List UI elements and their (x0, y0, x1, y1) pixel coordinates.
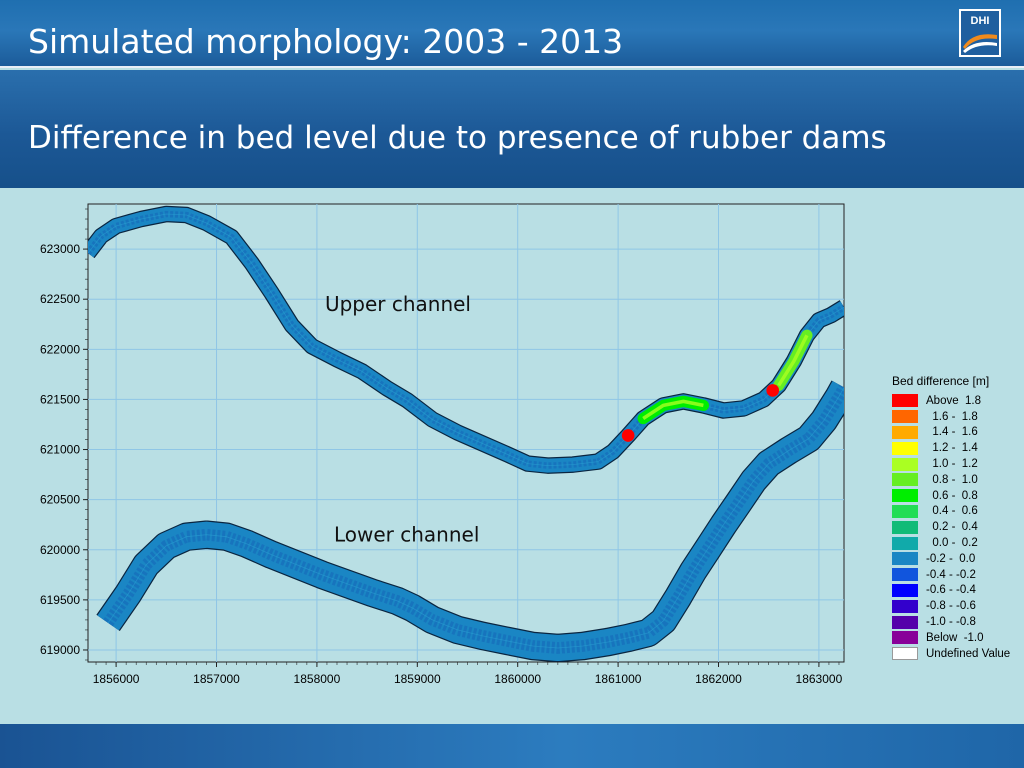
legend-swatch (892, 583, 918, 597)
legend-swatch (892, 473, 918, 487)
legend-label: -0.2 - 0.0 (926, 552, 976, 565)
legend-title: Bed difference [m] (892, 374, 990, 388)
x-tick-label: 1861000 (595, 672, 642, 686)
legend-swatch (892, 647, 918, 661)
y-tick-label: 619000 (40, 643, 80, 657)
legend-entry: 0.0 - 0.2 (888, 535, 1022, 551)
legend-label: 0.0 - 0.2 (926, 537, 978, 550)
legend-swatch (892, 457, 918, 471)
legend-label: Below -1.0 (926, 631, 984, 644)
legend-label: 0.8 - 1.0 (926, 473, 978, 486)
bed-change-zone-core (777, 334, 809, 387)
y-tick-label: 620500 (40, 493, 80, 507)
bed-difference-chart: 1856000 1857000 1858000 1859000 1860000 18610… (40, 203, 845, 686)
legend-entry: -0.4 - -0.2 (888, 567, 1022, 583)
x-tick-label: 1863000 (796, 672, 843, 686)
legend-entry: 0.2 - 0.4 (888, 519, 1022, 535)
legend-swatch (892, 504, 918, 518)
legend-label: -0.8 - -0.6 (926, 600, 976, 613)
bed-change-zone-core (642, 399, 704, 420)
x-tick-label: 1857000 (193, 672, 240, 686)
y-tick-label: 621000 (40, 443, 80, 457)
legend-label: -1.0 - -0.8 (926, 616, 976, 629)
lower-channel-label: Lower channel (334, 523, 479, 547)
legend-entry: Above 1.8 (888, 393, 1022, 409)
x-tick-label: 1856000 (93, 672, 140, 686)
dhi-logo-text: DHI (971, 15, 990, 27)
legend-swatch (892, 552, 918, 566)
legend-swatch (892, 599, 918, 613)
legend-entry: -0.2 - 0.0 (888, 551, 1022, 567)
channel-upper (88, 205, 844, 474)
legend-swatch (892, 425, 918, 439)
legend-swatch (892, 568, 918, 582)
bed-change-hotspot (766, 384, 780, 397)
y-tick-label: 619500 (40, 593, 80, 607)
legend-swatch (892, 615, 918, 629)
y-tick-label: 622500 (40, 292, 80, 306)
legend-label: -0.4 - -0.2 (926, 568, 976, 581)
legend-entry: 1.2 - 1.4 (888, 440, 1022, 456)
legend-label: 1.0 - 1.2 (926, 458, 978, 471)
legend-entry: 1.6 - 1.8 (888, 409, 1022, 425)
x-tick-label: 1860000 (494, 672, 541, 686)
legend-swatch (892, 631, 918, 645)
y-tick-label: 623000 (40, 242, 80, 256)
legend-label: Above 1.8 (926, 394, 981, 407)
channel-centerline (107, 387, 844, 649)
legend-entry: Undefined Value (888, 646, 1022, 662)
channel-centerline (88, 213, 844, 466)
upper-channel-label: Upper channel (325, 292, 471, 316)
slide-subtitle: Difference in bed level due to presence … (28, 120, 887, 156)
legend-swatch (892, 536, 918, 550)
legend-entry: 0.4 - 0.6 (888, 504, 1022, 520)
legend-entry: Below -1.0 (888, 630, 1022, 646)
slide-title: Simulated morphology: 2003 - 2013 (28, 22, 624, 61)
bed-change-hotspot (621, 429, 635, 442)
y-tick-label: 620000 (40, 543, 80, 557)
legend-label: 0.4 - 0.6 (926, 505, 978, 518)
x-tick-label: 1862000 (695, 672, 742, 686)
legend-label: Undefined Value (926, 647, 1011, 660)
title-bar: Simulated morphology: 2003 - 2013 DHI (0, 0, 1024, 68)
legend-swatch (892, 520, 918, 534)
morphology-map: 1856000 1857000 1858000 1859000 1860000 18610… (0, 188, 1024, 724)
legend-entry: -0.6 - -0.4 (888, 583, 1022, 599)
legend-swatch (892, 441, 918, 455)
x-tick-label: 1858000 (294, 672, 341, 686)
legend-entry: 1.0 - 1.2 (888, 456, 1022, 472)
legend-label: 0.2 - 0.4 (926, 521, 978, 534)
legend-label: -0.6 - -0.4 (926, 584, 976, 597)
legend: Bed difference [m] Above 1.8 1.6 - 1.8 1… (888, 374, 1022, 662)
x-tick-label: 1859000 (394, 672, 441, 686)
legend-entry: 0.6 - 0.8 (888, 488, 1022, 504)
legend-label: 0.6 - 0.8 (926, 489, 978, 502)
legend-entry: 1.4 - 1.6 (888, 425, 1022, 441)
footer-bar (0, 724, 1024, 768)
y-tick-label: 621500 (40, 392, 80, 406)
legend-swatch (892, 394, 918, 408)
channel-lower (96, 380, 844, 662)
legend-entry: -1.0 - -0.8 (888, 614, 1022, 630)
legend-label: 1.4 - 1.6 (926, 426, 978, 439)
legend-swatch (892, 489, 918, 503)
y-tick-label: 622000 (40, 342, 80, 356)
subtitle-bar: Difference in bed level due to presence … (0, 70, 1024, 188)
dhi-logo: DHI (959, 9, 1001, 57)
legend-entry: -0.8 - -0.6 (888, 598, 1022, 614)
legend-label: 1.2 - 1.4 (926, 442, 978, 455)
legend-swatch (892, 410, 918, 424)
legend-entry: 0.8 - 1.0 (888, 472, 1022, 488)
legend-label: 1.6 - 1.8 (926, 410, 978, 423)
legend-rows: Above 1.8 1.6 - 1.8 1.4 - 1.6 1.2 - 1.4 … (888, 393, 1022, 662)
